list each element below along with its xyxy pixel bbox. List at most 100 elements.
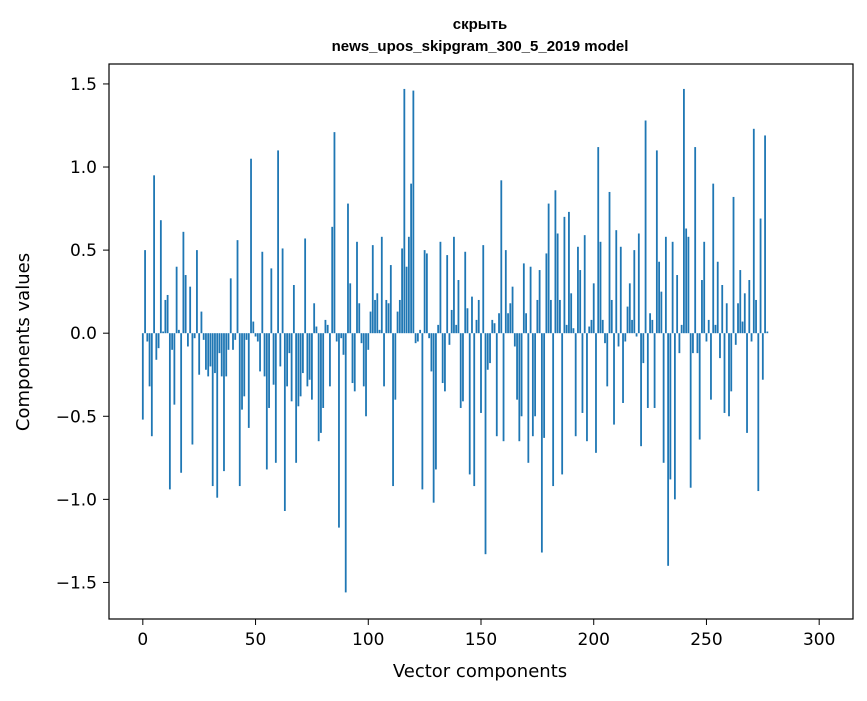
bar: [574, 333, 577, 437]
bar: [680, 324, 683, 334]
bar: [238, 333, 241, 487]
bar: [522, 263, 525, 334]
bar: [608, 191, 611, 334]
bar: [164, 299, 167, 334]
bar: [685, 228, 688, 334]
bar: [263, 333, 266, 377]
bar: [628, 283, 631, 334]
bar: [531, 333, 534, 437]
plot-frame: [108, 63, 854, 620]
bar: [737, 303, 739, 334]
chart-subtitle: news_upos_skipgram_300_5_2019 model: [332, 38, 629, 55]
bar: [182, 231, 185, 334]
bar: [401, 248, 403, 334]
bar: [622, 333, 624, 403]
bar: [265, 333, 268, 470]
bar: [660, 291, 663, 334]
x-tick-label: 0: [137, 630, 148, 650]
bar: [683, 88, 685, 334]
bar: [626, 306, 629, 334]
bar: [716, 261, 719, 334]
bar: [177, 329, 180, 334]
bar: [432, 333, 435, 503]
bar: [671, 241, 674, 334]
bar: [538, 270, 541, 334]
bar: [259, 333, 261, 372]
bar: [554, 190, 557, 334]
bar: [141, 333, 144, 420]
bar: [646, 333, 649, 408]
bar: [601, 319, 604, 334]
bar: [644, 120, 647, 334]
bar: [728, 333, 730, 417]
bar: [281, 248, 284, 334]
bar: [516, 333, 518, 400]
bar: [385, 299, 388, 334]
bar: [545, 253, 548, 334]
bar: [229, 278, 232, 334]
bar: [667, 333, 670, 566]
bar: [311, 333, 313, 400]
bar: [698, 333, 701, 440]
bar: [453, 236, 455, 334]
bar: [658, 261, 661, 334]
bar: [502, 333, 505, 442]
y-tick-label: 1.0: [70, 158, 97, 178]
bar: [473, 333, 476, 487]
bar: [462, 333, 464, 402]
bar: [148, 333, 151, 387]
bar-series: [141, 88, 769, 593]
bar: [252, 321, 255, 334]
bar: [353, 333, 356, 392]
bar: [441, 333, 444, 384]
bar: [482, 245, 485, 334]
bar: [446, 255, 449, 334]
bar: [313, 303, 316, 334]
bar: [362, 333, 365, 387]
bar: [349, 283, 352, 334]
bar: [338, 333, 340, 528]
bar: [597, 147, 600, 334]
bar: [664, 236, 667, 334]
bar: [619, 246, 622, 334]
bar: [315, 326, 318, 334]
bar: [193, 333, 196, 339]
bar: [162, 331, 165, 334]
bar: [153, 175, 155, 334]
bar: [581, 333, 584, 413]
bar: [331, 226, 334, 334]
bar: [297, 333, 300, 407]
bar: [766, 331, 769, 334]
bar: [220, 333, 223, 377]
y-axis-ticks: −1.5 −1.0 −0.5 0.0 0.5 1.0 1.5: [56, 75, 109, 593]
bar: [414, 333, 417, 344]
x-tick-label: 150: [465, 630, 497, 650]
bar: [640, 333, 642, 447]
bar: [444, 333, 446, 392]
bar: [561, 333, 564, 475]
bar: [254, 333, 257, 337]
bar: [500, 180, 503, 334]
bar: [732, 196, 735, 334]
bar: [734, 333, 737, 345]
bar: [211, 333, 214, 487]
bar: [214, 333, 216, 374]
bar: [405, 266, 408, 334]
x-tick-label: 250: [690, 630, 722, 650]
bar: [759, 218, 762, 334]
bar: [448, 333, 451, 345]
bar: [495, 333, 498, 437]
bar: [552, 333, 555, 487]
bar: [511, 286, 514, 334]
bar: [750, 333, 753, 342]
bar: [752, 128, 755, 334]
bar: [604, 333, 606, 344]
bar: [155, 333, 158, 360]
bar: [236, 240, 239, 334]
bar: [642, 333, 645, 364]
bar: [764, 135, 766, 334]
bar: [491, 319, 494, 334]
bar: [710, 333, 712, 400]
y-tick-label: 0.5: [70, 241, 97, 261]
